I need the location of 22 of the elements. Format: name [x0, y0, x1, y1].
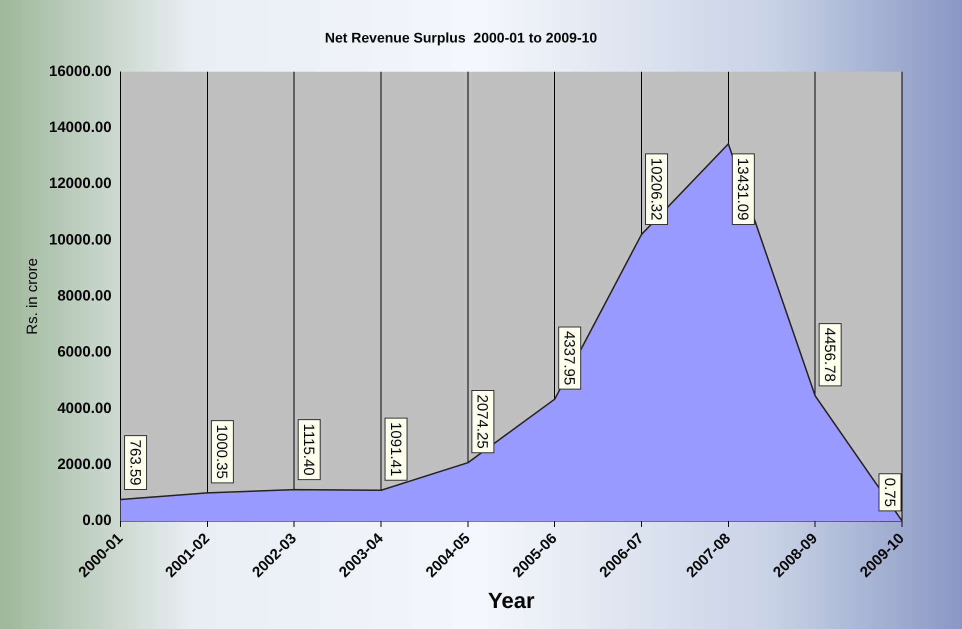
y-tick-label: 14000.00	[48, 119, 112, 136]
data-label: 10206.32	[647, 158, 664, 220]
data-label: 1115.40	[300, 424, 318, 476]
data-label: 1091.41	[386, 422, 404, 476]
x-axis-title: Year	[488, 588, 535, 613]
data-label: 2074.25	[474, 394, 491, 449]
data-label: 1000.35	[213, 424, 230, 479]
y-tick-label: 12000.00	[48, 175, 112, 192]
data-label: 4456.78	[821, 328, 838, 382]
data-label: 0.75	[880, 478, 898, 507]
y-tick-label: 4000.00	[57, 400, 112, 417]
y-tick-label: 10000.00	[48, 231, 112, 248]
y-tick-label: 6000.00	[57, 344, 112, 361]
y-tick-label: 8000.00	[57, 288, 112, 305]
chart-title: Net Revenue Surplus 2000-01 to 2009-10	[324, 29, 598, 46]
data-label: 4337.95	[560, 330, 578, 386]
y-tick-label: 16000.00	[48, 62, 112, 80]
data-label: 13431.09	[734, 158, 752, 220]
y-tick-label: 2000.00	[57, 456, 112, 473]
y-axis-title: Rs. in crore	[24, 258, 42, 335]
data-label: 763.59	[126, 440, 144, 486]
y-tick-label: 0.00	[82, 512, 112, 530]
